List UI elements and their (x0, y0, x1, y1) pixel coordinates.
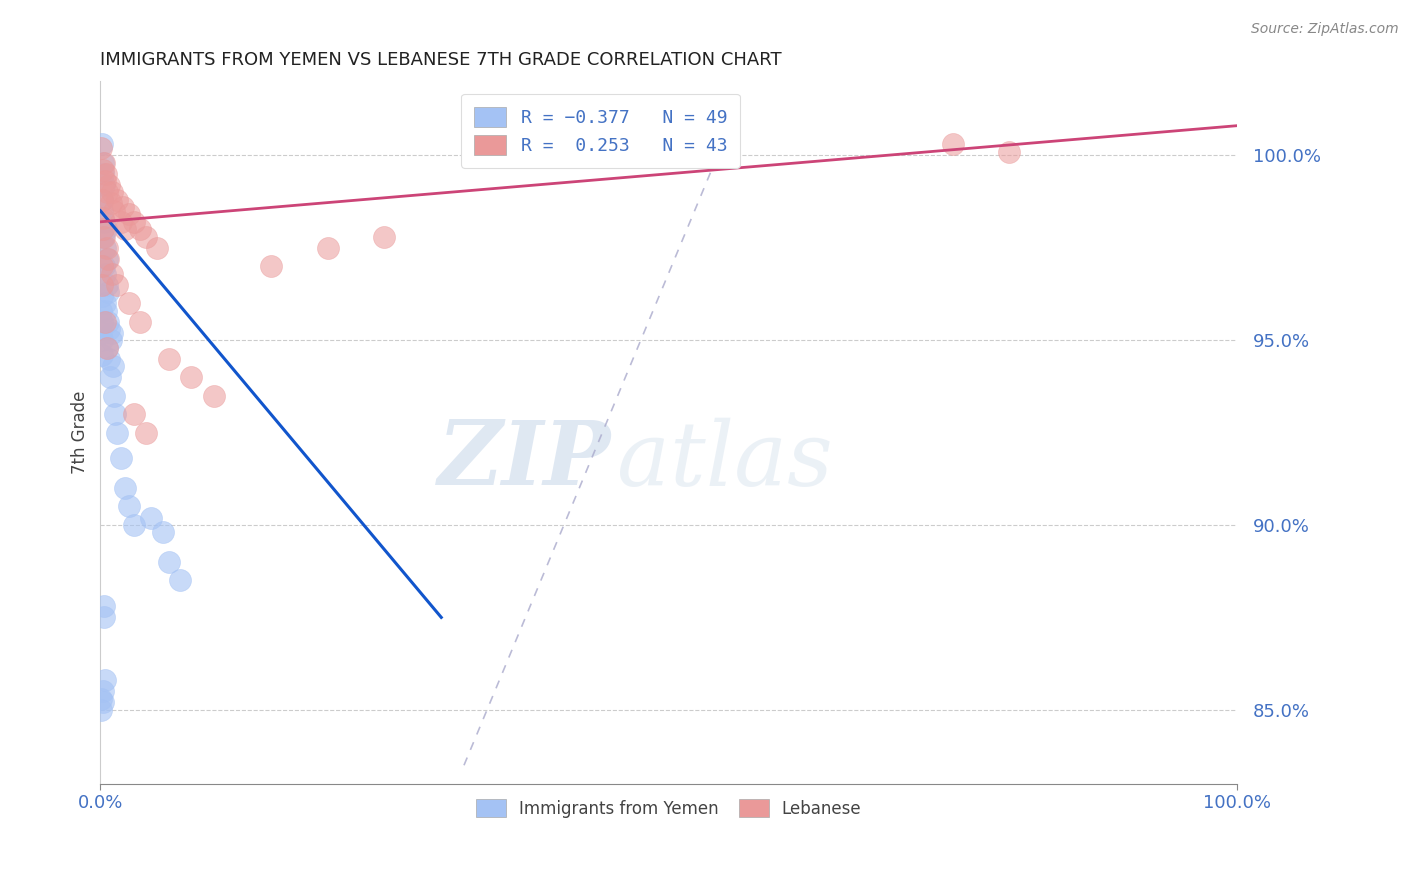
Immigrants from Yemen (93, 259, 115, 273)
Lebanese (96, 341, 118, 355)
Immigrants from Yemen (118, 500, 141, 514)
Immigrants from Yemen (91, 695, 114, 709)
Lebanese (129, 315, 152, 329)
Immigrants from Yemen (91, 684, 114, 698)
Immigrants from Yemen (93, 599, 115, 614)
Lebanese (105, 277, 128, 292)
Lebanese (94, 174, 117, 188)
Lebanese (94, 167, 117, 181)
Lebanese (97, 252, 120, 266)
Immigrants from Yemen (93, 296, 115, 310)
Lebanese (91, 211, 114, 226)
Immigrants from Yemen (103, 388, 125, 402)
Immigrants from Yemen (91, 155, 114, 169)
Immigrants from Yemen (90, 691, 112, 706)
Immigrants from Yemen (94, 241, 117, 255)
Immigrants from Yemen (94, 222, 117, 236)
Lebanese (180, 370, 202, 384)
Immigrants from Yemen (97, 285, 120, 299)
Immigrants from Yemen (94, 267, 117, 281)
Immigrants from Yemen (101, 359, 124, 373)
Lebanese (105, 193, 128, 207)
Lebanese (94, 315, 117, 329)
Lebanese (91, 277, 114, 292)
Lebanese (96, 241, 118, 255)
Lebanese (202, 388, 225, 402)
Immigrants from Yemen (152, 525, 174, 540)
Immigrants from Yemen (141, 510, 163, 524)
Lebanese (91, 222, 114, 236)
Lebanese (103, 203, 125, 218)
Immigrants from Yemen (94, 673, 117, 688)
Lebanese (135, 425, 157, 440)
Lebanese (373, 229, 395, 244)
Lebanese (260, 259, 283, 273)
Immigrants from Yemen (93, 178, 115, 192)
Immigrants from Yemen (96, 277, 118, 292)
Lebanese (114, 222, 136, 236)
Immigrants from Yemen (91, 167, 114, 181)
Legend: Immigrants from Yemen, Lebanese: Immigrants from Yemen, Lebanese (470, 793, 868, 824)
Immigrants from Yemen (98, 322, 121, 336)
Lebanese (146, 241, 169, 255)
Lebanese (90, 141, 112, 155)
Lebanese (91, 193, 114, 207)
Immigrants from Yemen (96, 252, 118, 266)
Immigrants from Yemen (105, 425, 128, 440)
Lebanese (124, 215, 146, 229)
Lebanese (118, 207, 141, 221)
Immigrants from Yemen (91, 333, 114, 347)
Immigrants from Yemen (97, 351, 120, 366)
Immigrants from Yemen (90, 193, 112, 207)
Immigrants from Yemen (114, 481, 136, 495)
Lebanese (135, 229, 157, 244)
Lebanese (91, 163, 114, 178)
Immigrants from Yemen (90, 315, 112, 329)
Immigrants from Yemen (93, 215, 115, 229)
Lebanese (129, 222, 152, 236)
Immigrants from Yemen (98, 370, 121, 384)
Lebanese (98, 178, 121, 192)
Text: ZIP: ZIP (439, 417, 612, 504)
Immigrants from Yemen (104, 407, 127, 421)
Lebanese (110, 215, 132, 229)
Lebanese (90, 259, 112, 273)
Immigrants from Yemen (91, 348, 114, 362)
Lebanese (93, 155, 115, 169)
Immigrants from Yemen (91, 137, 114, 152)
Immigrants from Yemen (90, 289, 112, 303)
Immigrants from Yemen (96, 341, 118, 355)
Immigrants from Yemen (93, 610, 115, 624)
Immigrants from Yemen (91, 203, 114, 218)
Immigrants from Yemen (124, 518, 146, 533)
Immigrants from Yemen (110, 451, 132, 466)
Immigrants from Yemen (90, 326, 112, 340)
Immigrants from Yemen (90, 703, 112, 717)
Text: atlas: atlas (617, 417, 834, 504)
Lebanese (157, 351, 180, 366)
Lebanese (942, 137, 965, 152)
Text: Source: ZipAtlas.com: Source: ZipAtlas.com (1251, 22, 1399, 37)
Lebanese (112, 200, 135, 214)
Immigrants from Yemen (157, 555, 180, 569)
Immigrants from Yemen (169, 574, 191, 588)
Immigrants from Yemen (100, 326, 122, 340)
Y-axis label: 7th Grade: 7th Grade (72, 391, 89, 475)
Lebanese (96, 186, 118, 200)
Immigrants from Yemen (90, 303, 112, 318)
Lebanese (100, 196, 122, 211)
Lebanese (998, 145, 1021, 159)
Text: IMMIGRANTS FROM YEMEN VS LEBANESE 7TH GRADE CORRELATION CHART: IMMIGRANTS FROM YEMEN VS LEBANESE 7TH GR… (100, 51, 782, 69)
Immigrants from Yemen (94, 303, 117, 318)
Lebanese (316, 241, 339, 255)
Immigrants from Yemen (97, 315, 120, 329)
Lebanese (93, 229, 115, 244)
Lebanese (100, 186, 122, 200)
Lebanese (118, 296, 141, 310)
Immigrants from Yemen (100, 333, 122, 347)
Immigrants from Yemen (91, 229, 114, 244)
Lebanese (124, 407, 146, 421)
Lebanese (100, 267, 122, 281)
